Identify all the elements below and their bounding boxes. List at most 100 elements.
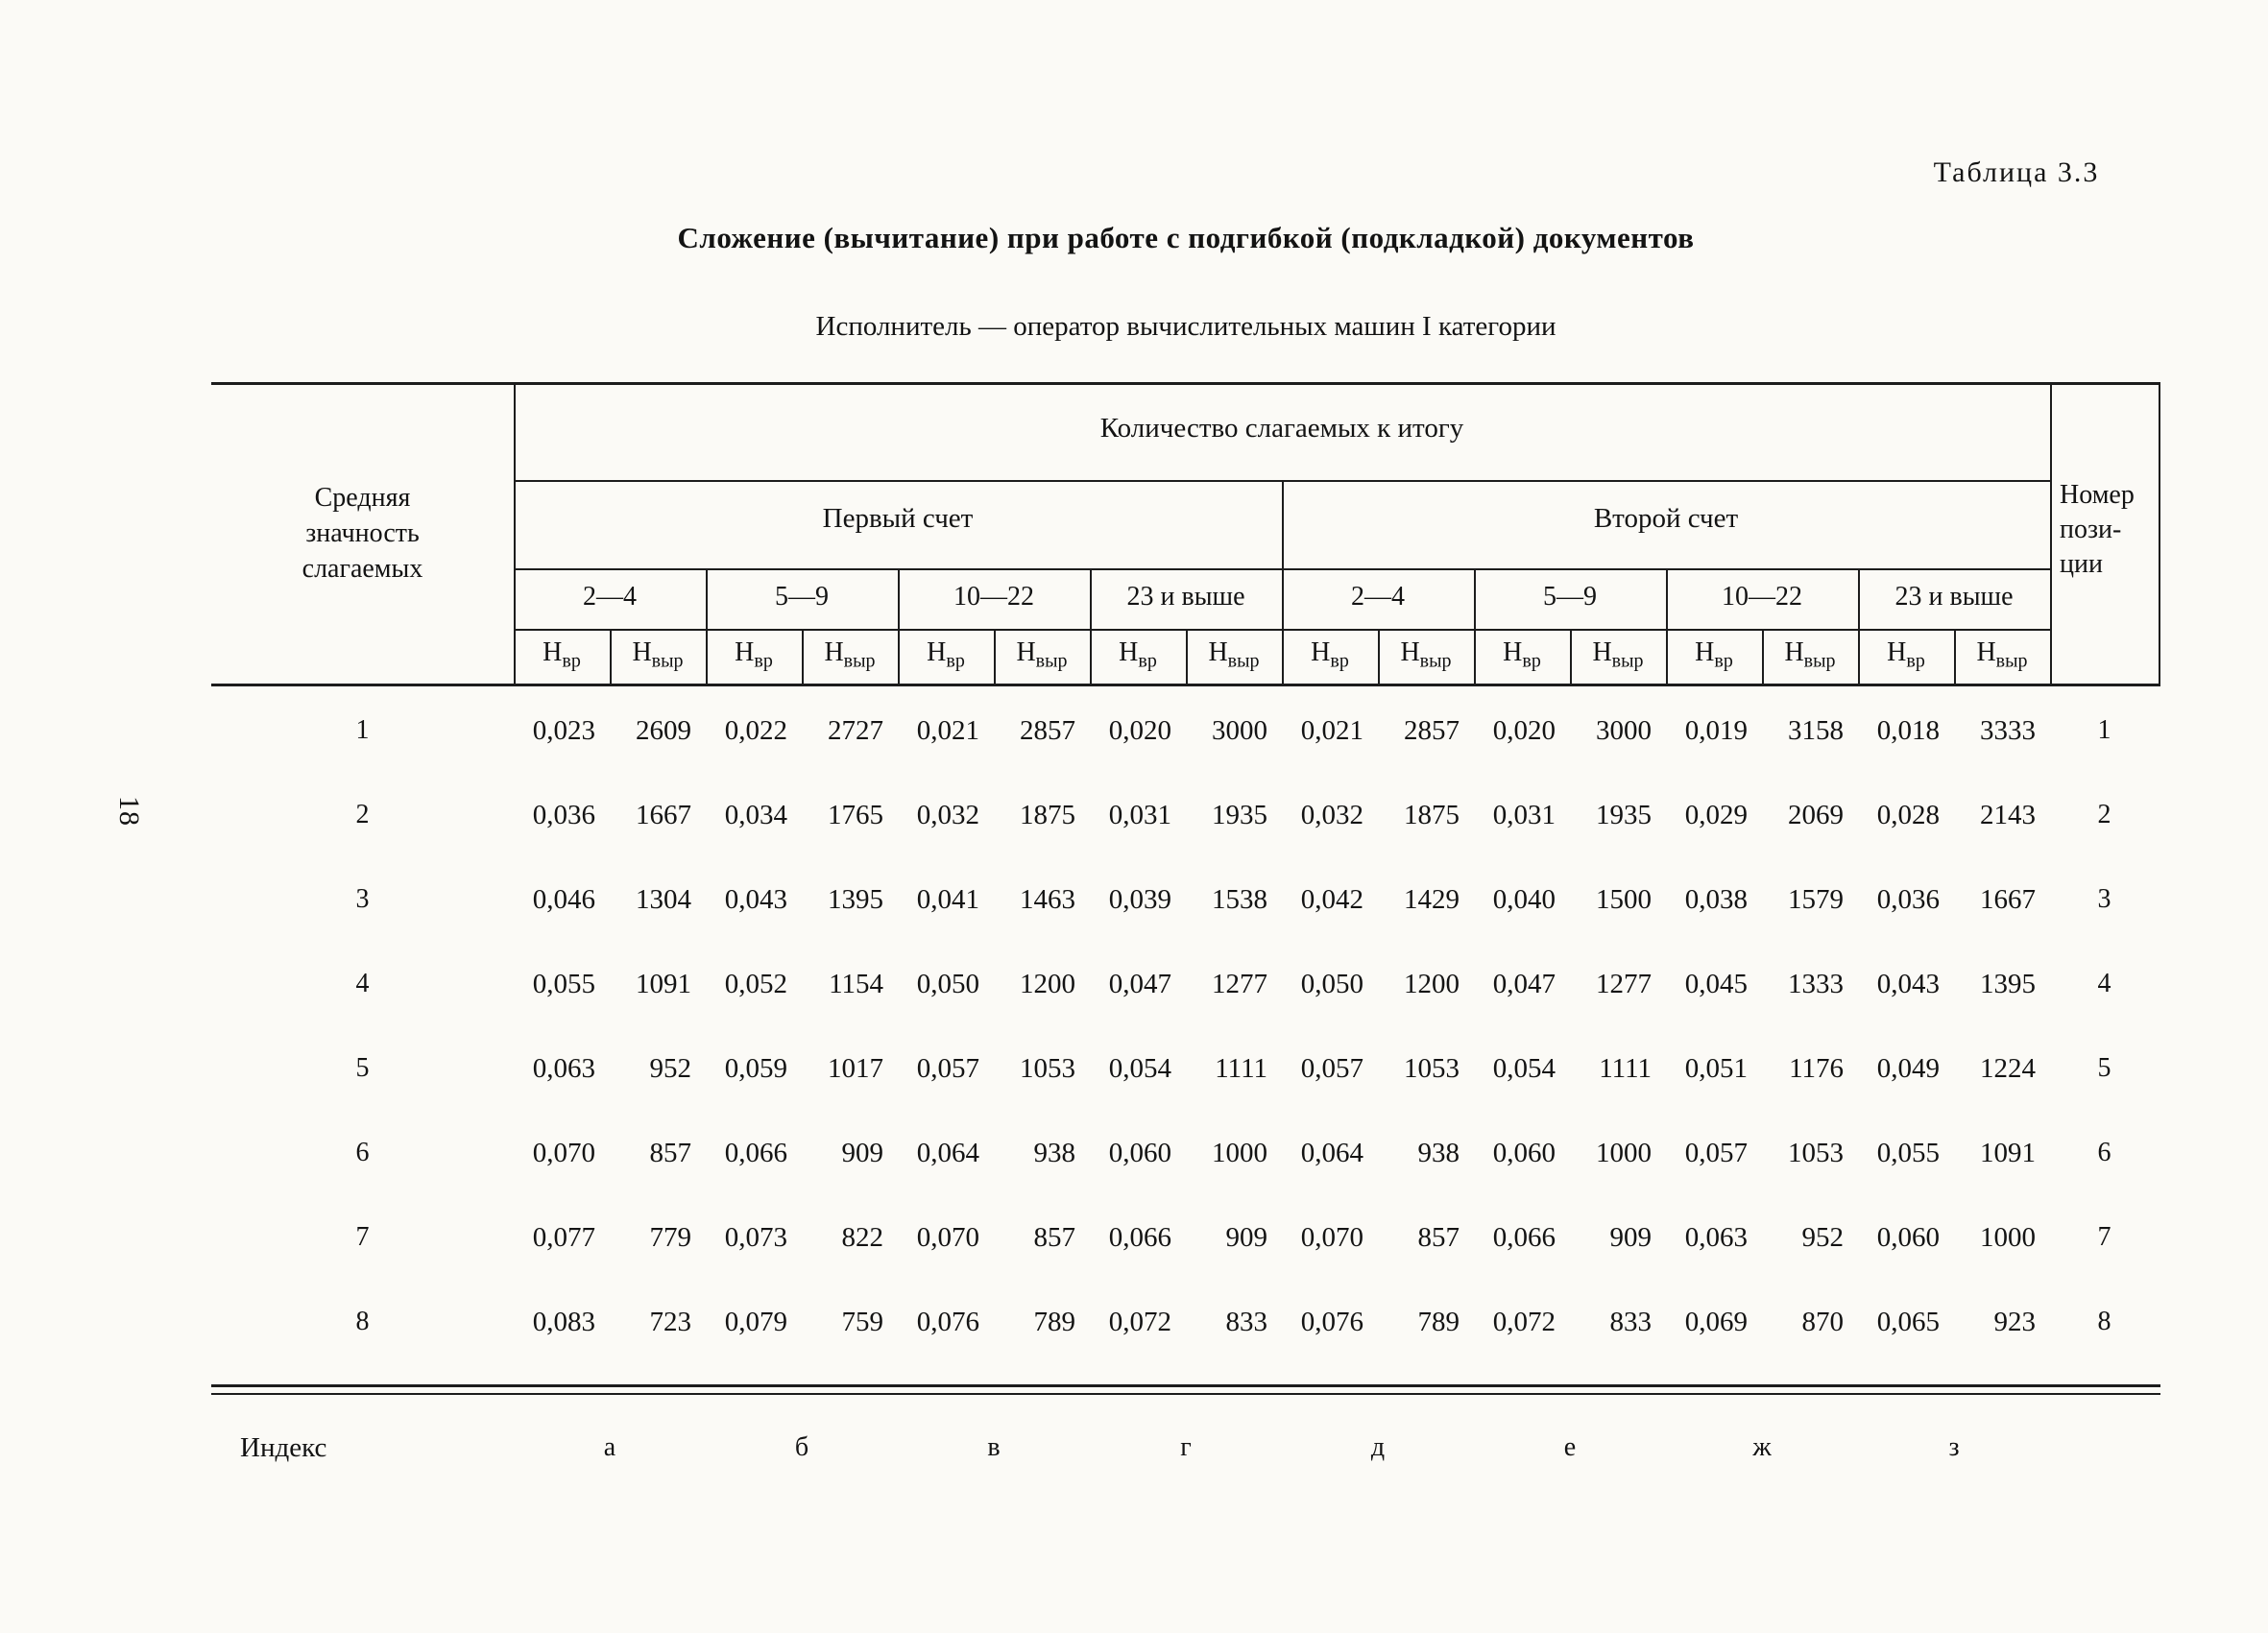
doc-title: Сложение (вычитание) при работе с подгиб… — [677, 221, 1695, 254]
span-header: Количество слагаемых к итогу — [1099, 413, 1464, 444]
v-rule-unit-sep — [1570, 629, 1572, 686]
nvyr-header: Нвыр — [1016, 637, 1068, 672]
data-cell: 0,076 — [916, 1307, 979, 1337]
group-header-second: Второй счет — [1593, 503, 1739, 534]
data-cell: 2857 — [1404, 715, 1460, 746]
data-cell: 723 — [649, 1307, 692, 1337]
data-cell: 0,020 — [1108, 715, 1171, 746]
data-cell: 1395 — [828, 884, 883, 915]
data-cell: 0,076 — [1300, 1307, 1363, 1337]
data-cell: 0,041 — [916, 884, 979, 915]
nvr-header: Нвр — [1887, 637, 1925, 672]
v-rule-range-sep — [898, 568, 900, 686]
data-cell: 952 — [649, 1053, 692, 1084]
v-rule-range-sep — [1666, 568, 1668, 686]
left-column-header: Средняя значность слагаемых — [211, 480, 514, 587]
data-cell: 0,069 — [1684, 1307, 1748, 1337]
data-cell: 1875 — [1020, 800, 1075, 830]
data-cell: 0,055 — [1876, 1138, 1940, 1168]
data-cell: 1091 — [1980, 1138, 2036, 1168]
nvyr-header: Нвыр — [1976, 637, 2028, 672]
row-position-number: 6 — [2097, 1138, 2111, 1167]
data-cell: 2727 — [828, 715, 883, 746]
data-cell: 1176 — [1789, 1053, 1844, 1084]
range-header: 5—9 — [775, 582, 829, 612]
nvr-header: Нвр — [1119, 637, 1157, 672]
left-header-line-2: значность — [305, 518, 420, 548]
data-cell: 0,042 — [1300, 884, 1363, 915]
data-cell: 0,060 — [1876, 1222, 1940, 1253]
data-cell: 0,032 — [1300, 800, 1363, 830]
right-header-line-2: пози- — [2060, 515, 2122, 544]
data-cell: 0,060 — [1492, 1138, 1556, 1168]
data-cell: 0,018 — [1876, 715, 1940, 746]
v-rule-unit-sep — [1762, 629, 1764, 686]
nvyr-header: Нвыр — [1208, 637, 1260, 672]
row-position-number: 3 — [2097, 884, 2111, 914]
data-cell: 0,050 — [916, 969, 979, 999]
data-cell: 0,047 — [1108, 969, 1171, 999]
data-cell: 0,065 — [1876, 1307, 1940, 1337]
data-cell: 0,070 — [1300, 1222, 1363, 1253]
data-cell: 1395 — [1980, 969, 2036, 999]
data-cell: 0,057 — [1300, 1053, 1363, 1084]
range-header: 5—9 — [1543, 582, 1597, 612]
v-rule-unit-sep — [994, 629, 996, 686]
data-cell: 909 — [1609, 1222, 1653, 1253]
data-cell: 2857 — [1020, 715, 1075, 746]
data-cell: 1935 — [1212, 800, 1267, 830]
data-cell: 779 — [649, 1222, 692, 1253]
data-cell: 0,064 — [1300, 1138, 1363, 1168]
data-cell: 0,066 — [1108, 1222, 1171, 1253]
data-cell: 0,036 — [532, 800, 595, 830]
data-cell: 870 — [1801, 1307, 1845, 1337]
row-avg-value: 2 — [355, 800, 370, 829]
data-cell: 1224 — [1980, 1053, 2036, 1084]
data-cell: 0,046 — [532, 884, 595, 915]
data-cell: 923 — [1993, 1307, 2037, 1337]
row-position-number: 8 — [2097, 1307, 2111, 1336]
data-cell: 1111 — [1599, 1053, 1652, 1084]
data-cell: 1154 — [829, 969, 883, 999]
data-cell: 1017 — [828, 1053, 883, 1084]
nvr-header: Нвр — [735, 637, 773, 672]
data-cell: 0,057 — [1684, 1138, 1748, 1168]
data-cell: 0,063 — [1684, 1222, 1748, 1253]
data-cell: 0,064 — [916, 1138, 979, 1168]
right-header-line-3: ции — [2060, 549, 2103, 579]
data-cell: 0,040 — [1492, 884, 1556, 915]
v-rule-range-sep — [1474, 568, 1476, 686]
page-number: 18 — [113, 796, 145, 827]
data-cell: 0,079 — [724, 1307, 787, 1337]
nvyr-header: Нвыр — [1784, 637, 1836, 672]
data-cell: 0,059 — [724, 1053, 787, 1084]
data-cell: 1091 — [636, 969, 691, 999]
data-cell: 3158 — [1788, 715, 1844, 746]
data-cell: 0,038 — [1684, 884, 1748, 915]
data-cell: 0,043 — [724, 884, 787, 915]
data-cell: 3000 — [1596, 715, 1652, 746]
data-cell: 1463 — [1020, 884, 1075, 915]
data-cell: 0,032 — [916, 800, 979, 830]
nvr-header: Нвр — [1311, 637, 1349, 672]
data-cell: 833 — [1609, 1307, 1653, 1337]
v-rule-unit-sep — [1186, 629, 1188, 686]
nvyr-header: Нвыр — [824, 637, 876, 672]
data-cell: 3333 — [1980, 715, 2036, 746]
index-letter: д — [1370, 1432, 1386, 1462]
table-caption: Таблица 3.3 — [1933, 156, 2100, 188]
row-avg-value: 3 — [355, 884, 370, 914]
table-bottom-rule-1 — [211, 1384, 2160, 1387]
data-cell: 0,072 — [1108, 1307, 1171, 1337]
data-cell: 0,049 — [1876, 1053, 1940, 1084]
data-cell: 0,072 — [1492, 1307, 1556, 1337]
row-position-number: 5 — [2097, 1053, 2111, 1083]
row-avg-value: 6 — [355, 1138, 370, 1167]
row-avg-value: 5 — [355, 1053, 370, 1083]
data-cell: 0,023 — [532, 715, 595, 746]
data-cell: 0,063 — [532, 1053, 595, 1084]
row-position-number: 7 — [2097, 1222, 2111, 1252]
data-cell: 0,020 — [1492, 715, 1556, 746]
data-cell: 1500 — [1596, 884, 1652, 915]
